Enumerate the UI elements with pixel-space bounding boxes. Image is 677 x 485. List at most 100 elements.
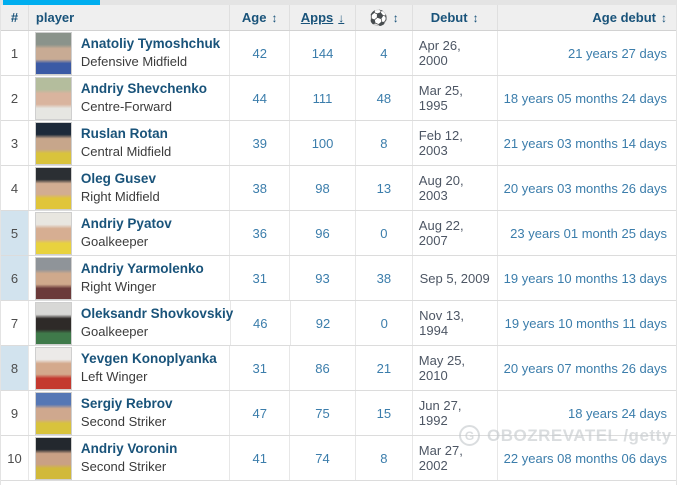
- player-cell: Sergiy Rebrov Second Striker: [29, 391, 231, 435]
- age-cell: 41: [230, 436, 291, 480]
- player-position: Right Winger: [80, 279, 157, 295]
- header-debut-label: Debut: [430, 10, 468, 25]
- player-cell: Andriy Pyatov Goalkeeper: [29, 211, 231, 255]
- player-name-link[interactable]: Ruslan Rotan: [80, 125, 168, 141]
- player-cell: Anatoliy Tymoshchuk Defensive Midfield: [29, 31, 231, 75]
- header-player-label: player: [35, 10, 75, 25]
- age-cell: 44: [230, 76, 291, 120]
- sort-both-icon: ↕: [271, 10, 278, 25]
- table-row[interactable]: 3 Ruslan Rotan Central Midfield 39 100 8…: [1, 121, 676, 166]
- player-photo: [34, 166, 72, 210]
- player-name-link[interactable]: Andriy Shevchenko: [80, 80, 207, 96]
- table-row[interactable]: 4 Oleg Gusev Right Midfield 38 98 13 Aug…: [1, 166, 676, 211]
- debut-cell: Sep 5, 2009: [413, 256, 498, 300]
- player-position: Goalkeeper: [80, 324, 149, 340]
- age-debut-cell: 21 years 03 months 14 days: [503, 135, 667, 151]
- table-row[interactable]: 10 Andriy Voronin Second Striker 41 74 8…: [1, 436, 676, 481]
- age-debut-cell: 20 years 03 months 26 days: [503, 180, 667, 196]
- player-info: Andriy Pyatov Goalkeeper: [74, 214, 172, 252]
- header-rank[interactable]: #: [1, 5, 29, 30]
- player-photo: [34, 436, 72, 480]
- player-position: Goalkeeper: [80, 234, 149, 250]
- player-position: Central Midfield: [80, 144, 172, 160]
- apps-cell: 75: [290, 391, 356, 435]
- debut-cell: Aug 22, 2007: [413, 211, 498, 255]
- table-row[interactable]: 6 Andriy Yarmolenko Right Winger 31 93 3…: [1, 256, 676, 301]
- debut-cell: Mar 27, 2002: [413, 436, 498, 480]
- rank-cell: 3: [1, 121, 29, 165]
- debut-cell: Mar 25, 1995: [413, 76, 498, 120]
- player-cell: Ruslan Rotan Central Midfield: [29, 121, 231, 165]
- table-row[interactable]: 1 Anatoliy Tymoshchuk Defensive Midfield…: [1, 31, 676, 76]
- header-age-debut[interactable]: Age debut ↕: [498, 5, 676, 30]
- player-position: Second Striker: [80, 414, 167, 430]
- player-name-link[interactable]: Andriy Pyatov: [80, 215, 172, 231]
- header-debut[interactable]: Debut ↕: [413, 5, 498, 30]
- rank-cell: 4: [1, 166, 29, 210]
- sort-both-icon: ↕: [660, 10, 667, 25]
- goals-cell: 0: [356, 301, 414, 345]
- header-player[interactable]: player: [29, 5, 231, 30]
- player-name-link[interactable]: Oleksandr Shovkovskiy: [80, 305, 234, 321]
- player-position: Second Striker: [80, 459, 167, 475]
- goals-cell: 48: [356, 76, 413, 120]
- age-cell: 31: [230, 346, 291, 390]
- player-info: Oleksandr Shovkovskiy Goalkeeper: [74, 304, 233, 342]
- player-photo: [34, 346, 72, 390]
- apps-cell: 74: [290, 436, 356, 480]
- age-debut-cell: 18 years 24 days: [567, 405, 667, 421]
- table-header-row: # player Age ↕ Apps ↓ ⚽ ↕ Debut ↕ Age de…: [1, 5, 676, 31]
- header-age[interactable]: Age ↕: [230, 5, 291, 30]
- age-debut-cell: 18 years 05 months 24 days: [503, 90, 667, 106]
- player-name-link[interactable]: Andriy Yarmolenko: [80, 260, 204, 276]
- age-cell: 42: [230, 31, 291, 75]
- player-name-link[interactable]: Andriy Voronin: [80, 440, 178, 456]
- goals-cell: 4: [356, 31, 413, 75]
- header-apps[interactable]: Apps ↓: [290, 5, 356, 30]
- sort-descending-icon: ↓: [338, 10, 345, 25]
- player-position: Defensive Midfield: [80, 54, 188, 70]
- rank-cell: 6: [1, 256, 29, 300]
- age-cell: 36: [230, 211, 291, 255]
- player-name-link[interactable]: Sergiy Rebrov: [80, 395, 173, 411]
- player-cell: Oleg Gusev Right Midfield: [29, 166, 231, 210]
- header-apps-sort-link[interactable]: Apps ↓: [301, 10, 345, 25]
- player-photo: [34, 301, 72, 345]
- header-age-label: Age: [241, 10, 267, 25]
- player-photo: [34, 256, 72, 300]
- player-name-link[interactable]: Yevgen Konoplyanka: [80, 350, 217, 366]
- player-info: Andriy Yarmolenko Right Winger: [74, 259, 204, 297]
- rank-cell: 9: [1, 391, 29, 435]
- player-name-link[interactable]: Oleg Gusev: [80, 170, 156, 186]
- apps-cell: 93: [290, 256, 356, 300]
- soccer-ball-icon: ⚽: [369, 9, 388, 27]
- player-name-link[interactable]: Anatoliy Tymoshchuk: [80, 35, 221, 51]
- player-cell: Andriy Shevchenko Centre-Forward: [29, 76, 231, 120]
- player-cell: Oleksandr Shovkovskiy Goalkeeper: [29, 301, 233, 345]
- table-row[interactable]: 5 Andriy Pyatov Goalkeeper 36 96 0 Aug 2…: [1, 211, 676, 256]
- goals-cell: 15: [356, 391, 413, 435]
- debut-cell: May 25, 2010: [413, 346, 498, 390]
- player-info: Ruslan Rotan Central Midfield: [74, 124, 171, 162]
- table-row[interactable]: 9 Sergiy Rebrov Second Striker 47 75 15 …: [1, 391, 676, 436]
- player-info: Andriy Shevchenko Centre-Forward: [74, 79, 207, 117]
- apps-cell: 86: [290, 346, 356, 390]
- rank-cell: 1: [1, 31, 29, 75]
- debut-cell: Apr 26, 2000: [413, 31, 498, 75]
- sort-both-icon: ↕: [392, 10, 399, 25]
- player-info: Sergiy Rebrov Second Striker: [74, 394, 173, 432]
- player-info: Yevgen Konoplyanka Left Winger: [74, 349, 217, 387]
- player-photo: [34, 76, 72, 120]
- table-row[interactable]: 8 Yevgen Konoplyanka Left Winger 31 86 2…: [1, 346, 676, 391]
- table-row[interactable]: 7 Oleksandr Shovkovskiy Goalkeeper 46 92…: [1, 301, 676, 346]
- player-info: Anatoliy Tymoshchuk Defensive Midfield: [74, 34, 220, 72]
- goals-cell: 8: [356, 436, 413, 480]
- table-row[interactable]: 2 Andriy Shevchenko Centre-Forward 44 11…: [1, 76, 676, 121]
- rank-cell: 7: [1, 301, 29, 345]
- active-tab-indicator[interactable]: [3, 0, 100, 5]
- age-cell: 47: [230, 391, 291, 435]
- goals-cell: 13: [356, 166, 413, 210]
- header-goals[interactable]: ⚽ ↕: [356, 5, 413, 30]
- age-debut-cell: 19 years 10 months 13 days: [503, 270, 667, 286]
